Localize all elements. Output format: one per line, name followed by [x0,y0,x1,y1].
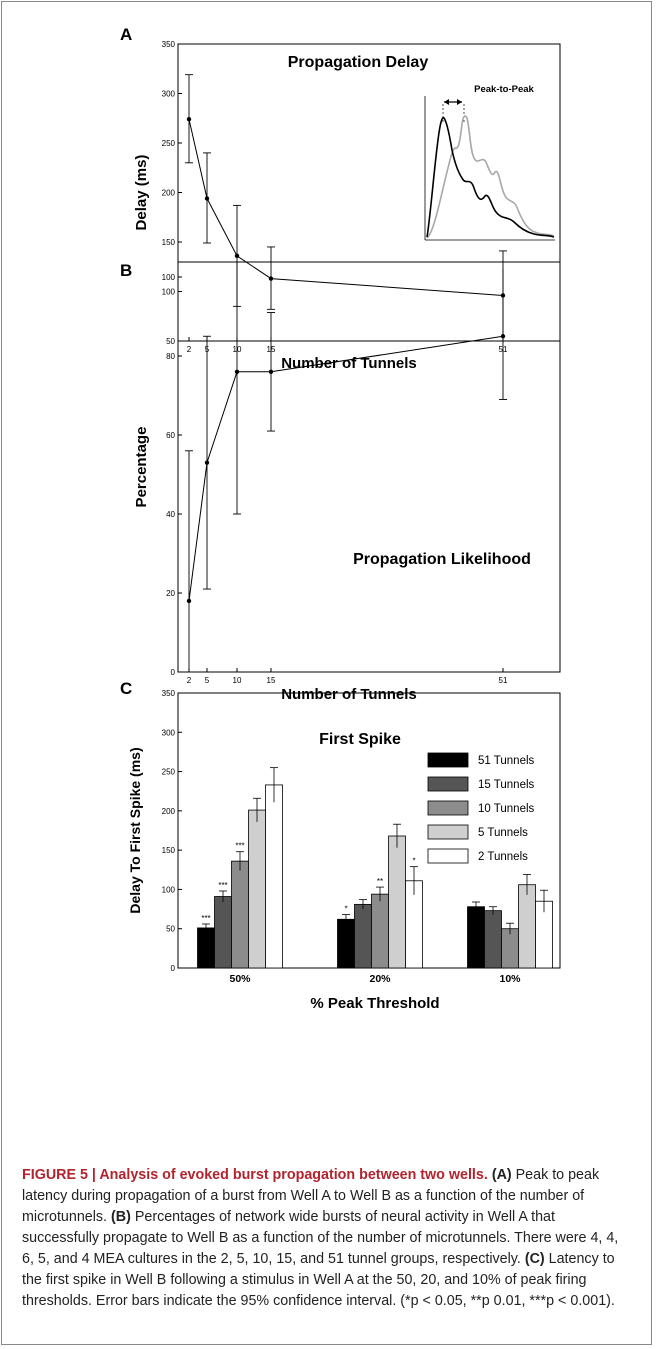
inset-label: Peak-to-Peak [474,84,534,95]
panel-a-data-point [268,276,274,281]
panel-a-ytick-label: 50 [166,337,175,346]
panel-c-ylabel: Delay To First Spike (ms) [127,747,143,913]
panel-c-significance: * [412,857,415,866]
inset-trace-black [426,116,555,238]
caption-b-label: (B) [111,1209,131,1225]
panel-c-significance: *** [218,881,227,890]
panel-c-significance: *** [201,914,210,923]
panel-c-xtick-label: 10% [499,973,521,985]
panel-b-xtick-label: 51 [499,676,508,685]
panel-b-data-point [234,369,240,374]
panel-b-xtick-label: 5 [205,676,210,685]
panel-b-title: Propagation Likelihood [353,551,531,568]
panel-c-bar [354,903,372,969]
panel-b-xtick-label: 2 [187,676,192,685]
panel-b-ylabel: Percentage [133,427,150,508]
panel-c-bar [518,884,536,969]
panel-a-ytick-label: 300 [162,90,176,99]
panel-b-plot-frame [177,261,561,673]
panel-c-bar [484,910,502,969]
panel-b-data-point [268,369,274,374]
panel-a-data-point [186,117,192,122]
caption-a-text: Peak to peak latency during propagation … [22,1167,600,1225]
panel-c-legend-label: 2 Tunnels [478,851,528,863]
panel-c-title: First Spike [319,731,401,748]
panel-c-xtick-label: 20% [369,973,391,985]
panel-c-ytick-label: 50 [166,925,175,934]
panel-b-ytick-label: 100 [162,273,176,282]
panel-c-significance: ** [377,877,383,886]
panel-c-legend-swatch [427,824,469,840]
panel-b-ytick-label: 20 [166,589,175,598]
inset-arrow-head-right [457,99,462,105]
panel-c-bar [467,906,485,969]
panel-c-legend-label: 15 Tunnels [478,779,535,791]
panel-c-bar [248,809,266,969]
panel-b-data-point [500,334,506,339]
panel-c-bar [214,896,232,969]
panel-c-legend-label: 51 Tunnels [478,755,535,767]
panel-c-significance: *** [235,842,244,851]
panel-c-ytick-label: 350 [162,689,176,698]
panel-c-ytick-label: 250 [162,768,176,777]
panel-c-ytick-label: 200 [162,807,176,816]
panel-c-ytick-label: 0 [171,964,176,973]
panel-c-legend-swatch [427,848,469,864]
panel-b-ytick-label: 80 [166,352,175,361]
panel-c-bar [197,927,215,969]
panel-a-title: Propagation Delay [288,54,429,71]
panel-c-legend-swatch [427,752,469,768]
panel-a-xlabel: Number of Tunnels [281,355,417,372]
panel-a-ytick-label: 250 [162,139,176,148]
panel-c-bar [501,928,519,969]
caption-c-text: Latency to the first spike in Well B fol… [22,1251,615,1309]
panel-a-ylabel: Delay (ms) [133,155,150,231]
panel-b-letter: B [120,261,132,280]
caption-b-text: Percentages of network wide bursts of ne… [22,1209,619,1267]
panel-b-data-point [186,598,192,604]
figure-5-charts: A5010015020025030035025101551Number of T… [120,25,561,1012]
caption-title: FIGURE 5 | Analysis of evoked burst prop… [22,1167,488,1183]
panel-b-xlabel: Number of Tunnels [281,686,417,703]
panel-c-xtick-label: 50% [229,973,251,985]
panel-c-ytick-label: 100 [162,885,176,894]
panel-c-bar [231,860,249,969]
panel-c-legend-label: 5 Tunnels [478,827,528,839]
panel-a-letter: A [120,25,132,44]
panel-a-ytick-label: 200 [162,189,176,198]
panel-b-ytick-label: 40 [166,510,175,519]
panel-c-significance: * [344,905,347,914]
panel-b-ytick-label: 0 [171,668,176,677]
caption-c-label: (C) [524,1251,545,1267]
panel-a-xtick-label: 2 [187,345,192,354]
figure-caption: FIGURE 5 | Analysis of evoked burst prop… [22,1165,634,1312]
panel-c-legend-label: 10 Tunnels [478,803,535,815]
panel-b-data-point [204,460,210,465]
panel-a-ytick-label: 350 [162,40,176,49]
panel-a-data-point [234,253,240,259]
inset-arrow-head-left [444,99,449,105]
panel-b-xtick-label: 15 [267,676,276,685]
caption-a-label: (A) [491,1167,512,1183]
panel-c-ytick-label: 150 [162,846,176,855]
panel-a-data-point [204,196,210,201]
panel-c-ytick-label: 300 [162,728,176,737]
panel-a-ytick-label: 150 [162,238,176,247]
panel-c-xlabel: % Peak Threshold [310,995,439,1012]
panel-b-xtick-label: 10 [233,676,242,685]
panel-c-bar [388,835,406,969]
panel-c-bar [265,784,283,969]
panel-c-legend-swatch [427,776,469,792]
panel-a-series-line [188,119,504,296]
panel-c-bar [371,893,389,969]
panel-c-legend-swatch [427,800,469,816]
panel-c-bar [337,918,355,969]
panel-a-ytick-label: 100 [162,288,176,297]
panel-c-letter: C [120,679,132,698]
inset-trace-grey [426,115,555,239]
panel-b-ytick-label: 60 [166,431,175,440]
